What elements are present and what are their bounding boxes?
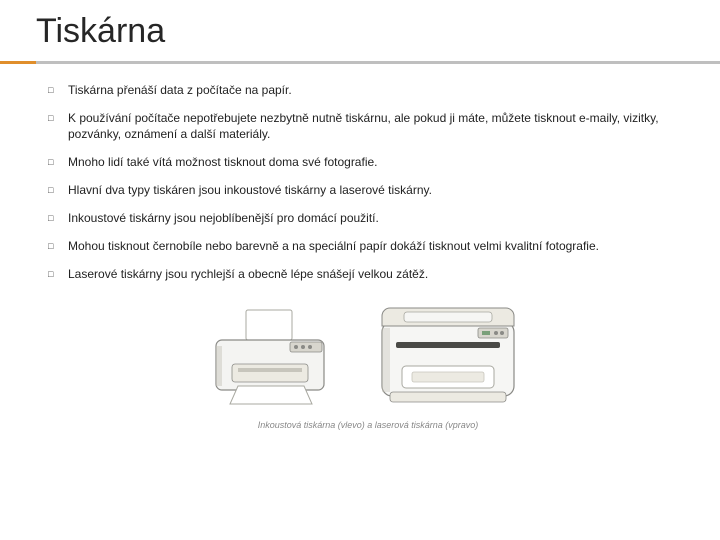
bullet-icon: □ bbox=[48, 82, 68, 98]
bullet-icon: □ bbox=[48, 238, 68, 254]
list-item: □Laserové tiskárny jsou rychlejší a obec… bbox=[48, 266, 688, 282]
bullet-text: Hlavní dva typy tiskáren jsou inkoustové… bbox=[68, 182, 688, 198]
accent-grey bbox=[36, 61, 720, 64]
bullet-icon: □ bbox=[48, 182, 68, 198]
figure-caption: Inkoustová tiskárna (vlevo) a laserová t… bbox=[48, 420, 688, 430]
bullet-icon: □ bbox=[48, 154, 68, 170]
list-item: □K používání počítače nepotřebujete nezb… bbox=[48, 110, 688, 142]
figure-area bbox=[48, 294, 688, 414]
bullet-text: Mnoho lidí také vítá možnost tisknout do… bbox=[68, 154, 688, 170]
list-item: □Hlavní dva typy tiskáren jsou inkoustov… bbox=[48, 182, 688, 198]
content-area: □Tiskárna přenáší data z počítače na pap… bbox=[0, 64, 720, 430]
accent-line bbox=[0, 61, 720, 64]
list-item: □ Inkoustové tiskárny jsou nejoblíbenějš… bbox=[48, 210, 688, 226]
bullet-icon: □ bbox=[48, 110, 68, 126]
bullet-text: Inkoustové tiskárny jsou nejoblíbenější … bbox=[68, 210, 688, 226]
bullet-text: Tiskárna přenáší data z počítače na papí… bbox=[68, 82, 688, 98]
bullet-icon: □ bbox=[48, 210, 68, 226]
bullet-icon: □ bbox=[48, 266, 68, 282]
list-item: □Mohou tisknout černobíle nebo barevně a… bbox=[48, 238, 688, 254]
list-item: □Tiskárna přenáší data z počítače na pap… bbox=[48, 82, 688, 98]
bullet-text: Mohou tisknout černobíle nebo barevně a … bbox=[68, 238, 688, 254]
inkjet-printer-icon bbox=[208, 304, 338, 414]
accent-orange bbox=[0, 61, 36, 64]
page-title: Tiskárna bbox=[36, 12, 720, 51]
bullet-list: □Tiskárna přenáší data z počítače na pap… bbox=[48, 82, 688, 282]
list-item: □Mnoho lidí také vítá možnost tisknout d… bbox=[48, 154, 688, 170]
title-block: Tiskárna bbox=[0, 0, 720, 57]
bullet-text: Laserové tiskárny jsou rychlejší a obecn… bbox=[68, 266, 688, 282]
bullet-text: K používání počítače nepotřebujete nezby… bbox=[68, 110, 688, 142]
laser-printer-icon bbox=[368, 294, 528, 414]
